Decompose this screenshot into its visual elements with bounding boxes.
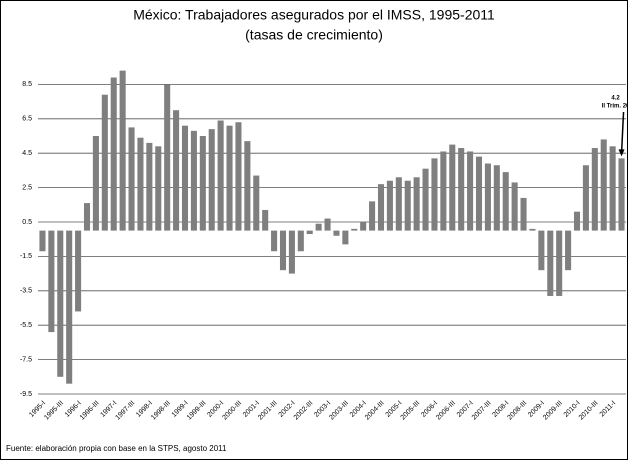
bar (538, 230, 545, 271)
bar (582, 165, 589, 231)
y-tick-label: -7.5 (20, 356, 32, 363)
bar (493, 165, 500, 231)
bar (520, 197, 527, 231)
bar (475, 156, 483, 231)
bar (110, 77, 117, 231)
bar (618, 158, 625, 231)
bar (377, 184, 385, 231)
bar (324, 218, 331, 231)
bar (128, 127, 135, 231)
bar (360, 222, 367, 231)
y-tick-label: -5.5 (20, 322, 32, 329)
bar (190, 130, 197, 231)
bar (57, 230, 64, 377)
bar (395, 177, 402, 231)
bar (181, 125, 189, 231)
bar (413, 177, 420, 231)
bar (502, 172, 509, 231)
bar (164, 84, 171, 231)
bar (333, 230, 340, 236)
bar (235, 122, 242, 231)
bar (529, 228, 536, 231)
bar (217, 120, 224, 231)
bar (591, 148, 598, 231)
bar (386, 180, 393, 231)
bar (369, 201, 376, 231)
bar (422, 168, 429, 231)
bar (297, 230, 304, 252)
annotation-value: 4.2 (611, 96, 620, 102)
source-note: Fuente: elaboración propia con base en l… (6, 444, 227, 453)
bar (600, 139, 607, 231)
bar (315, 223, 322, 231)
bar (155, 146, 162, 231)
bar (431, 158, 438, 231)
bar (458, 148, 465, 231)
bar (511, 182, 518, 231)
y-tick-label: 6.5 (22, 116, 32, 123)
bar (253, 175, 260, 231)
bar (226, 125, 233, 231)
bar (484, 163, 491, 231)
bar (288, 230, 295, 274)
bar (609, 146, 616, 231)
arrow-head (618, 149, 625, 157)
bar (137, 137, 144, 231)
bar (279, 230, 287, 271)
chart-subtitle: (tasas de crecimiento) (245, 27, 383, 43)
bar (173, 110, 180, 231)
bar (547, 230, 554, 296)
bar (351, 228, 358, 231)
bar (306, 230, 313, 235)
annotation-text: II Trim. 20 (602, 104, 628, 110)
bar (271, 230, 278, 252)
annotation-arrow (620, 111, 625, 154)
bar (262, 209, 269, 231)
bar (449, 144, 456, 231)
annotation: 4.2 II Trim. 20 (602, 96, 628, 157)
chart-title: México: Trabajadores asegurados por el I… (133, 7, 495, 23)
bar (342, 230, 349, 245)
y-tick-label: 2.5 (22, 184, 32, 191)
bar (244, 141, 251, 231)
bar (92, 136, 99, 231)
bar (83, 203, 91, 231)
bar (146, 142, 153, 231)
bar (573, 211, 581, 231)
bar (467, 151, 474, 231)
bar (75, 230, 82, 312)
bar (199, 136, 206, 231)
bar (208, 129, 215, 231)
bar (39, 230, 46, 252)
bar (48, 230, 55, 333)
bar (101, 94, 108, 231)
bar (440, 151, 447, 231)
y-tick-label: -3.5 (20, 288, 32, 295)
y-tick-label: -9.5 (20, 391, 32, 398)
y-tick-label: 4.5 (22, 150, 32, 157)
y-tick-label: 8.5 (22, 81, 32, 88)
bar (119, 70, 126, 231)
bar (565, 230, 572, 271)
bar (66, 230, 73, 384)
bar (404, 180, 411, 231)
y-tick-label: 0.5 (22, 219, 32, 226)
bar (556, 230, 563, 296)
y-tick-label: -1.5 (20, 253, 32, 260)
